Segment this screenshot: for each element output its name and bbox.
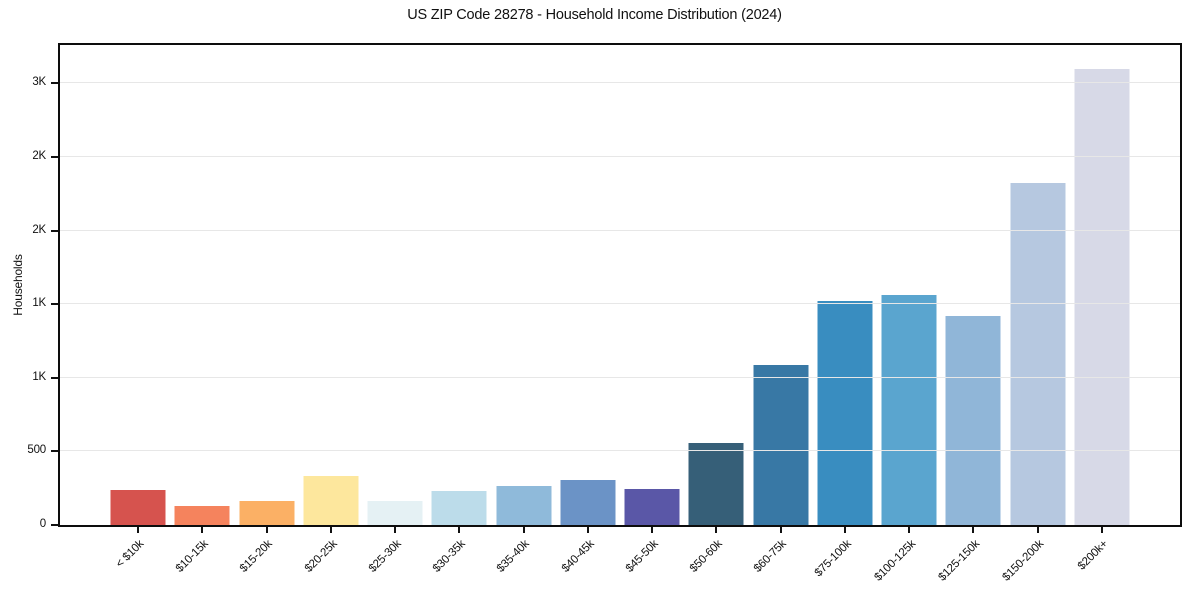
bar: [817, 301, 873, 525]
x-tick-mark: [651, 527, 654, 533]
x-tick-mark: [908, 527, 911, 533]
y-tick-mark: [51, 155, 58, 158]
x-tick-label: $40-45k: [559, 538, 597, 575]
y-tick-label: 3K: [32, 76, 46, 89]
x-tick-mark: [843, 527, 846, 533]
bar-slot: $100-125k: [872, 45, 941, 584]
y-tick-mark: [51, 303, 58, 306]
bar: [945, 315, 1001, 525]
x-tick-mark: [522, 527, 525, 533]
bar-slot: < $10k: [106, 45, 170, 570]
x-tick-mark: [458, 527, 461, 533]
bar-slot: $150-200k: [1000, 45, 1070, 584]
y-tick-mark: [51, 450, 58, 453]
bar: [496, 485, 552, 525]
x-tick-mark: [715, 527, 718, 533]
bar-slot: $40-45k: [556, 45, 620, 575]
chart-title: US ZIP Code 28278 - Household Income Dis…: [407, 7, 782, 23]
bar-slot: $60-75k: [749, 45, 813, 575]
y-tick-mark: [51, 82, 58, 85]
bar-slot: $15-20k: [235, 45, 299, 575]
y-tick-label: 500: [27, 444, 46, 457]
bar: [303, 476, 359, 525]
y-tick-label: 1K: [32, 297, 46, 310]
x-tick-label: $45-50k: [623, 538, 661, 575]
x-tick-label: $15-20k: [238, 538, 276, 575]
x-tick-label: < $10k: [114, 538, 147, 571]
bar-slot: $200k+: [1070, 45, 1134, 573]
x-tick-label: $30-35k: [430, 538, 468, 575]
x-tick-mark: [265, 527, 268, 533]
x-tick-mark: [329, 527, 332, 533]
gridline: [60, 303, 1180, 305]
bar-slot: $25-30k: [363, 45, 427, 575]
gridline: [60, 450, 1180, 452]
y-tick-label: 1K: [32, 370, 46, 383]
x-tick-mark: [1036, 527, 1039, 533]
gridline: [60, 82, 1180, 84]
y-axis-label: Households: [11, 254, 25, 316]
y-tick-label: 2K: [32, 149, 46, 162]
x-tick-label: $10-15k: [173, 538, 211, 575]
bar: [110, 489, 166, 525]
plot-area: < $10k $10-15k $15-20k $20-25k $25-30k $30-35…: [58, 43, 1182, 584]
bar: [431, 491, 487, 525]
x-tick-mark: [201, 527, 204, 533]
bar-slot: $125-150k: [936, 45, 1005, 584]
x-tick-label: $125-150k: [936, 538, 982, 584]
gridline: [60, 155, 1180, 157]
y-tick-mark: [51, 524, 58, 526]
x-tick-label: $25-30k: [366, 538, 404, 575]
x-tick-mark: [1100, 527, 1103, 533]
x-tick-label: $75-100k: [812, 538, 854, 580]
x-tick-mark: [137, 527, 140, 533]
bar: [1074, 68, 1130, 525]
x-tick-label: $50-60k: [687, 538, 725, 575]
gridline: [60, 376, 1180, 378]
y-tick-mark: [51, 376, 58, 379]
x-tick-mark: [972, 527, 975, 533]
x-tick-label: $20-25k: [302, 538, 340, 575]
y-tick-mark: [51, 229, 58, 232]
bar: [239, 501, 295, 525]
bar: [560, 480, 616, 525]
x-tick-mark: [586, 527, 589, 533]
x-tick-label: $150-200k: [1000, 538, 1047, 584]
bar: [624, 488, 680, 525]
y-tick-label: 0: [39, 518, 46, 530]
bar: [1010, 183, 1066, 525]
bar: [753, 364, 809, 525]
bar: [367, 501, 423, 525]
y-tick-label: 2K: [32, 223, 46, 236]
bars-row: < $10k $10-15k $15-20k $20-25k $25-30k $30-35…: [60, 45, 1180, 584]
x-tick-mark: [394, 527, 397, 533]
bar-slot: $50-60k: [684, 45, 748, 575]
x-tick-label: $60-75k: [752, 538, 790, 575]
bar-slot: $75-100k: [812, 45, 877, 579]
bar-slot: $10-15k: [170, 45, 234, 575]
x-tick-label: $35-40k: [495, 538, 533, 575]
bar-slot: $20-25k: [299, 45, 363, 575]
bar: [881, 295, 937, 525]
x-tick-label: $100-125k: [871, 538, 918, 584]
bar-slot: $45-50k: [620, 45, 684, 575]
x-tick-mark: [779, 527, 782, 533]
bar: [174, 505, 230, 525]
bar-slot: $30-35k: [427, 45, 491, 575]
bar: [688, 442, 744, 525]
gridline: [60, 229, 1180, 231]
x-tick-label: $200k+: [1075, 538, 1111, 573]
bar-slot: $35-40k: [492, 45, 556, 575]
